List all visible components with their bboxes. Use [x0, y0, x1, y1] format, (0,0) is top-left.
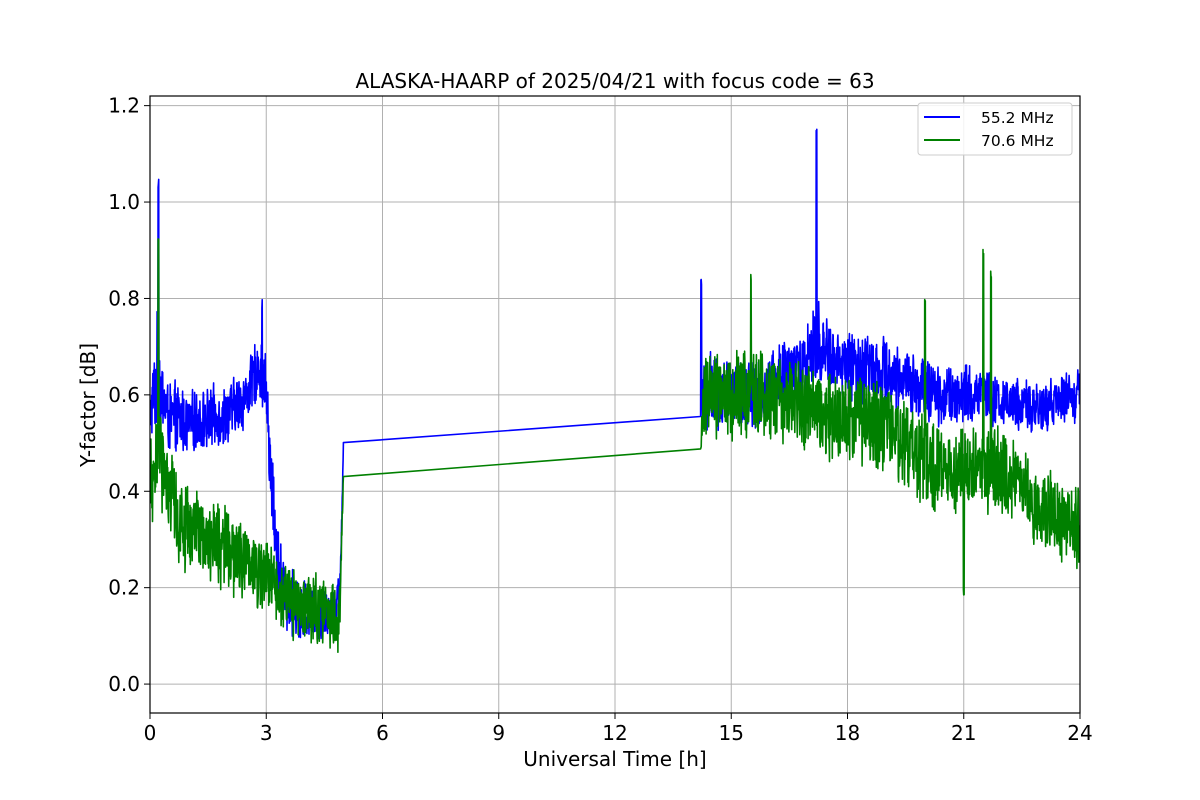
y-tick-label: 0.8	[108, 286, 140, 310]
x-tick-label: 6	[376, 721, 389, 745]
x-tick-label: 12	[602, 721, 627, 745]
y-tick-label: 0.0	[108, 672, 140, 696]
ticks: 0 3 6 9 12 15 18 21 24 0.0 0.2 0.4 0.6 0.8 1.0 1.2	[108, 94, 1093, 745]
y-tick-label: 0.2	[108, 576, 140, 600]
x-tick-label: 3	[260, 721, 273, 745]
y-tick-label: 0.4	[108, 479, 140, 503]
x-tick-label: 0	[144, 721, 157, 745]
legend-label-55mhz: 55.2 MHz	[981, 109, 1054, 127]
x-tick-label: 21	[951, 721, 976, 745]
legend: 55.2 MHz 70.6 MHz	[917, 102, 1073, 156]
x-tick-label: 15	[719, 721, 744, 745]
legend-label-70mhz: 70.6 MHz	[981, 132, 1054, 150]
series-line-70mhz	[150, 238, 1080, 654]
y-tick-label: 0.6	[108, 383, 140, 407]
x-tick-label: 18	[835, 721, 860, 745]
y-tick-label: 1.0	[108, 190, 140, 214]
x-axis-label: Universal Time [h]	[523, 747, 706, 771]
chart-title: ALASKA-HAARP of 2025/04/21 with focus co…	[355, 69, 874, 93]
y-tick-label: 1.2	[108, 94, 140, 118]
x-tick-label: 24	[1067, 721, 1092, 745]
series-layer	[150, 128, 1080, 654]
x-tick-label: 9	[492, 721, 505, 745]
y-axis-label: Y-factor [dB]	[76, 343, 100, 468]
